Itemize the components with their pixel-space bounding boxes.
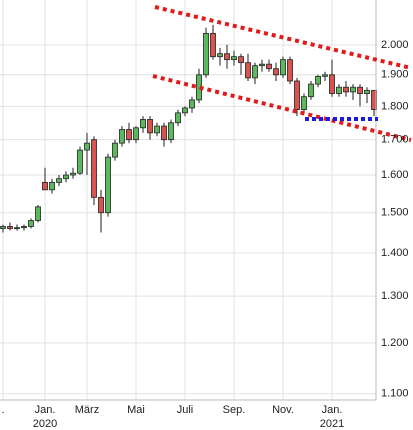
- candle-body: [49, 181, 55, 191]
- candle-body: [7, 226, 13, 229]
- y-tick-label: 1.400: [381, 247, 409, 259]
- candle-body: [28, 220, 34, 227]
- y-tick-label: 2.000: [381, 39, 409, 51]
- candle-body: [126, 129, 132, 141]
- candle-body: [91, 139, 97, 198]
- candle-body: [0, 226, 6, 229]
- y-tick-label: 1.700: [381, 134, 409, 146]
- candle-body: [315, 75, 321, 85]
- candle-body: [217, 53, 223, 58]
- candle-body: [343, 86, 349, 93]
- candle-body: [364, 89, 370, 94]
- trend-line-upper: [154, 5, 412, 70]
- candle-body: [56, 178, 62, 183]
- candle-body: [294, 80, 300, 110]
- x-tick-year: 2020: [33, 418, 57, 430]
- y-tick-label: 1.500: [381, 207, 409, 219]
- y-tick-label: 1.600: [381, 169, 409, 181]
- candle-body: [133, 127, 139, 141]
- candle-body: [119, 129, 125, 144]
- x-tick-label: Nov.: [272, 404, 294, 416]
- y-tick-label: 1.100: [381, 388, 409, 400]
- candle-body: [147, 119, 153, 134]
- grid: [0, 0, 376, 400]
- candle-body: [189, 99, 195, 109]
- candle-body: [35, 206, 41, 221]
- candle-body: [70, 172, 76, 176]
- y-tick-label: 1.900: [381, 69, 409, 81]
- candle-body: [168, 122, 174, 141]
- candle-body: [357, 86, 363, 94]
- x-tick-year: 2021: [320, 418, 344, 430]
- x-tick-label: März: [75, 404, 99, 416]
- candle-body: [266, 63, 272, 70]
- candle-body: [259, 63, 265, 67]
- x-tick-label: Mai: [127, 404, 145, 416]
- candle-body: [322, 74, 328, 77]
- candle-body: [245, 62, 251, 79]
- candle-body: [154, 125, 160, 134]
- candle-body: [98, 196, 104, 214]
- candle-body: [252, 65, 258, 79]
- x-tick-label: Jan.: [322, 404, 343, 416]
- candle-body: [84, 142, 90, 151]
- candle-body: [112, 142, 118, 158]
- candle-body: [287, 59, 293, 82]
- candle-body: [203, 32, 209, 76]
- x-tick-label: Sep.: [223, 404, 246, 416]
- candle-body: [161, 125, 167, 141]
- candle-body: [308, 83, 314, 98]
- candle-body: [175, 112, 181, 124]
- candle-body: [21, 226, 27, 229]
- candle-body: [238, 56, 244, 64]
- candle-body: [273, 68, 279, 76]
- candle-body: [42, 181, 48, 191]
- candle-body: [301, 96, 307, 110]
- candle-body: [210, 32, 216, 58]
- y-tick-label: 1.200: [381, 337, 409, 349]
- candle-body: [77, 149, 83, 174]
- candle-body: [336, 86, 342, 94]
- y-tick-label: 1.800: [381, 100, 409, 112]
- candle-body: [350, 86, 356, 93]
- candles: [0, 24, 377, 233]
- candle-body: [140, 119, 146, 129]
- x-tick-label: .: [1, 404, 4, 416]
- candle-body: [14, 227, 20, 230]
- candle-body: [105, 156, 111, 214]
- y-tick-label: 1.300: [381, 290, 409, 302]
- candle-body: [63, 174, 69, 180]
- candle-body: [280, 59, 286, 76]
- candle-body: [182, 107, 188, 114]
- x-tick-label: Juli: [177, 404, 194, 416]
- x-tick-label: Jan.: [35, 404, 56, 416]
- candle-body: [224, 53, 230, 61]
- candle-body: [329, 74, 335, 94]
- candle-body: [231, 56, 237, 61]
